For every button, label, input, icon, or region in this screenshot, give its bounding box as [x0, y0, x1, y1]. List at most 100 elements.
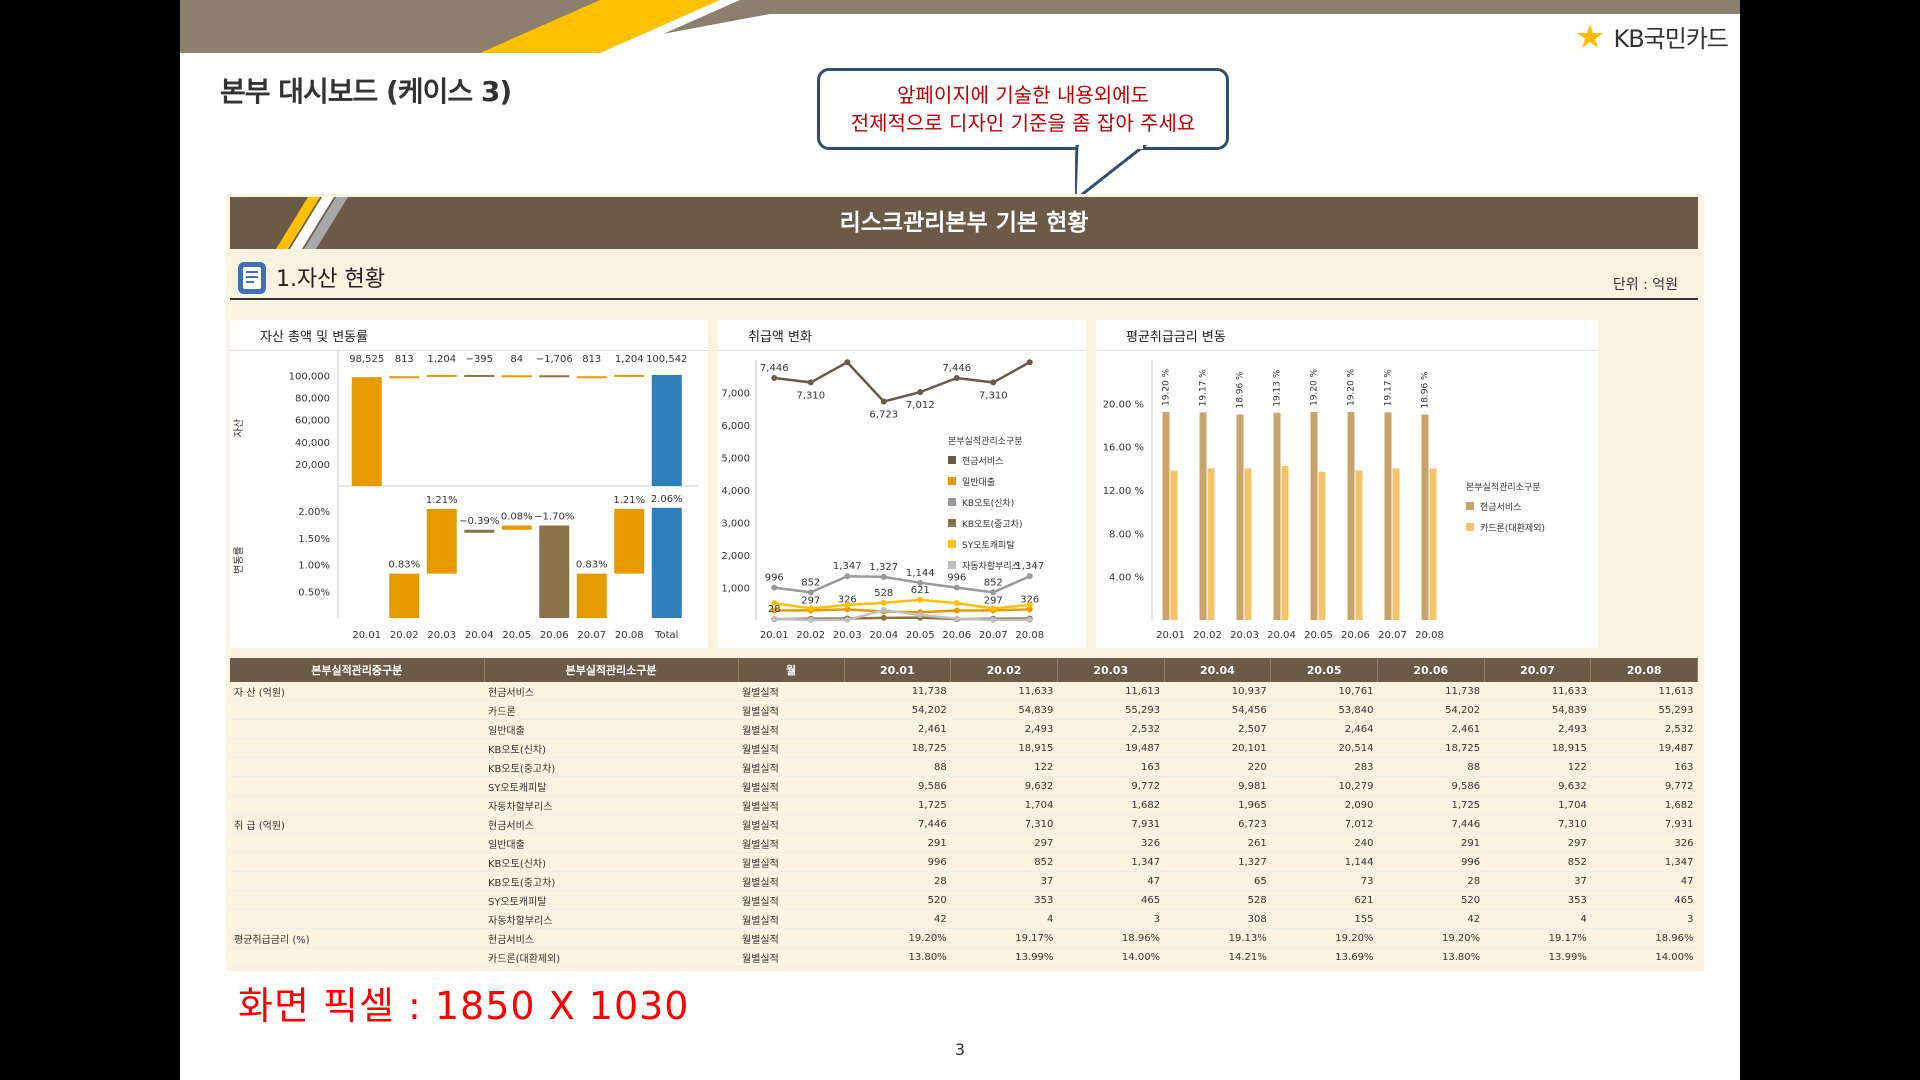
table-cell: 7,310 [1484, 814, 1591, 834]
asset-data-label: 1,204 [615, 354, 644, 365]
top-ytick-label: 20,000 [295, 460, 330, 471]
rate-bar-0-20.01 [1162, 412, 1170, 620]
rate-data-label: 18.96 % [1421, 371, 1431, 409]
table-header-cell: 월 [738, 658, 845, 682]
table-cell: 11,613 [1057, 682, 1165, 701]
rate-data-label: 2.06% [651, 494, 683, 505]
table-cell: 19.20% [1377, 928, 1485, 948]
table-cell: 19,487 [1057, 738, 1165, 758]
bottom-ytick-label: 1.50% [298, 534, 330, 545]
table-cell: 1,704 [1484, 795, 1591, 815]
table-cell: 19.13% [1164, 928, 1271, 948]
table-cell: 11,613 [1590, 682, 1698, 701]
asset-data-label: −395 [466, 354, 493, 365]
legend-swatch [948, 519, 956, 527]
x-tick-label: 20.07 [979, 630, 1008, 641]
table-cell [230, 890, 484, 910]
table-cell [230, 795, 484, 815]
asset-data-label: 98,525 [349, 354, 384, 365]
line-series-5 [774, 608, 1030, 622]
x-tick-label: 20.08 [615, 630, 644, 641]
legend-label: SY오토캐피탈 [962, 540, 1015, 551]
table-cell: 520 [844, 890, 951, 910]
table-cell: 11,738 [844, 682, 951, 701]
table-row: 카드론 월별실적 54,202 54,839 55,293 54,456 53,840 54,… [230, 700, 1698, 720]
rate-bar-1-20.03 [1244, 468, 1252, 620]
table-header-cell: 20.07 [1484, 658, 1592, 682]
table-cell: 월별실적 [738, 852, 844, 872]
x-tick-label: 20.04 [869, 630, 898, 641]
line-data-label: 1,347 [1015, 561, 1044, 572]
table-cell: 취 급 (억원) [230, 814, 484, 834]
legend-swatch [948, 498, 956, 506]
kb-star-icon [1577, 24, 1604, 48]
line-data-label: 852 [984, 577, 1003, 588]
table-cell: 2,507 [1164, 719, 1271, 739]
line-point [917, 389, 924, 396]
line-data-label: 326 [838, 594, 857, 605]
table-cell: 7,446 [1377, 814, 1485, 834]
table-row: 자동차할부리스 월별실적 1,725 1,704 1,682 1,965 2,090 1,72… [230, 795, 1698, 815]
table-cell: 19.20% [844, 928, 951, 948]
data-table: 본부실적관리중구분 본부실적관리소구분 월 20.01 20.02 20.03 20.04 2… [230, 658, 1698, 967]
x-tick-label: 20.01 [760, 630, 789, 641]
x-tick-label: 20.02 [796, 630, 825, 641]
legend-swatch [948, 477, 956, 485]
table-header-cell: 20.04 [1164, 658, 1272, 682]
table-cell: 297 [950, 833, 1058, 853]
panel-title-divider [230, 350, 708, 351]
rate-bar-0-20.05 [1310, 412, 1318, 620]
table-cell: 월별실적 [738, 947, 844, 967]
table-cell: 월별실적 [738, 928, 844, 948]
table-cell: 291 [1377, 833, 1485, 853]
slide-title: 본부 대시보드 (케이스 3) [220, 75, 512, 108]
ytick-label: 6,000 [721, 421, 750, 432]
table-cell: 13.69% [1270, 947, 1378, 967]
line-point [1026, 606, 1033, 613]
table-row: KB오토(신차) 월별실적 18,725 18,915 19,487 20,101 20,5… [230, 738, 1698, 758]
table-cell: KB오토(중고차) [484, 871, 738, 891]
ytick-label: 4.00 % [1109, 573, 1144, 584]
table-cell: 53,840 [1270, 700, 1378, 720]
rate-data-label: 19.17 % [1384, 369, 1394, 407]
table-cell: 291 [844, 833, 951, 853]
asset-data-label: 813 [582, 354, 601, 365]
table-cell: 13.99% [1484, 947, 1591, 967]
asset-chart-title: 자산 총액 및 변동률 [260, 330, 369, 345]
rate-bar-20.04 [464, 529, 495, 533]
table-header-row: 본부실적관리중구분 본부실적관리소구분 월 20.01 20.02 20.03 20.04 2… [230, 658, 1698, 682]
rate-bar-0-20.07 [1384, 412, 1392, 620]
table-cell: 996 [1377, 852, 1485, 872]
line-point [1026, 616, 1033, 623]
line-point [844, 601, 851, 608]
rate-bar-20.05 [501, 525, 532, 530]
asset-bar-20.06 [539, 375, 570, 378]
table-row: KB오토(중고차) 월별실적 28 37 47 65 73 28 37 47 [230, 871, 1698, 891]
rate-bar-1-20.07 [1392, 468, 1400, 620]
table-cell: 월별실적 [738, 871, 844, 891]
table-cell: 월별실적 [738, 909, 844, 929]
line-data-label: 326 [1020, 594, 1039, 605]
table-cell: 일반대출 [484, 719, 738, 739]
rate-bar-1-20.01 [1170, 470, 1178, 620]
table-row: 자 산 (억원) 현금서비스 월별실적 11,738 11,633 11,613 10,93… [230, 682, 1698, 701]
line-point [953, 607, 960, 614]
asset-bar-20.01 [351, 377, 382, 486]
table-cell: 2,532 [1590, 719, 1698, 739]
document-icon [238, 262, 266, 294]
table-cell: 353 [950, 890, 1058, 910]
x-tick-label: 20.06 [540, 630, 569, 641]
rate-data-label: 0.83% [388, 560, 420, 571]
x-tick-label: Total [654, 630, 678, 641]
table-cell: 자동차할부리스 [484, 909, 738, 929]
asset-data-label: 84 [510, 354, 523, 365]
top-ytick-label: 100,000 [289, 372, 330, 383]
line-data-label: 7,012 [906, 400, 935, 411]
table-cell: 평균취급금리 (%) [230, 928, 484, 948]
table-cell: 9,981 [1164, 776, 1271, 796]
rate-bar-20.03 [426, 508, 457, 574]
section-title: 1.자산 현황 [276, 267, 385, 292]
line-point [880, 614, 887, 621]
table-cell: 1,725 [1377, 795, 1485, 815]
handling-chart-panel: 취급액 변화 7,000 6,000 5,000 4,000 3,000 2,000 1,0… [718, 320, 1086, 648]
